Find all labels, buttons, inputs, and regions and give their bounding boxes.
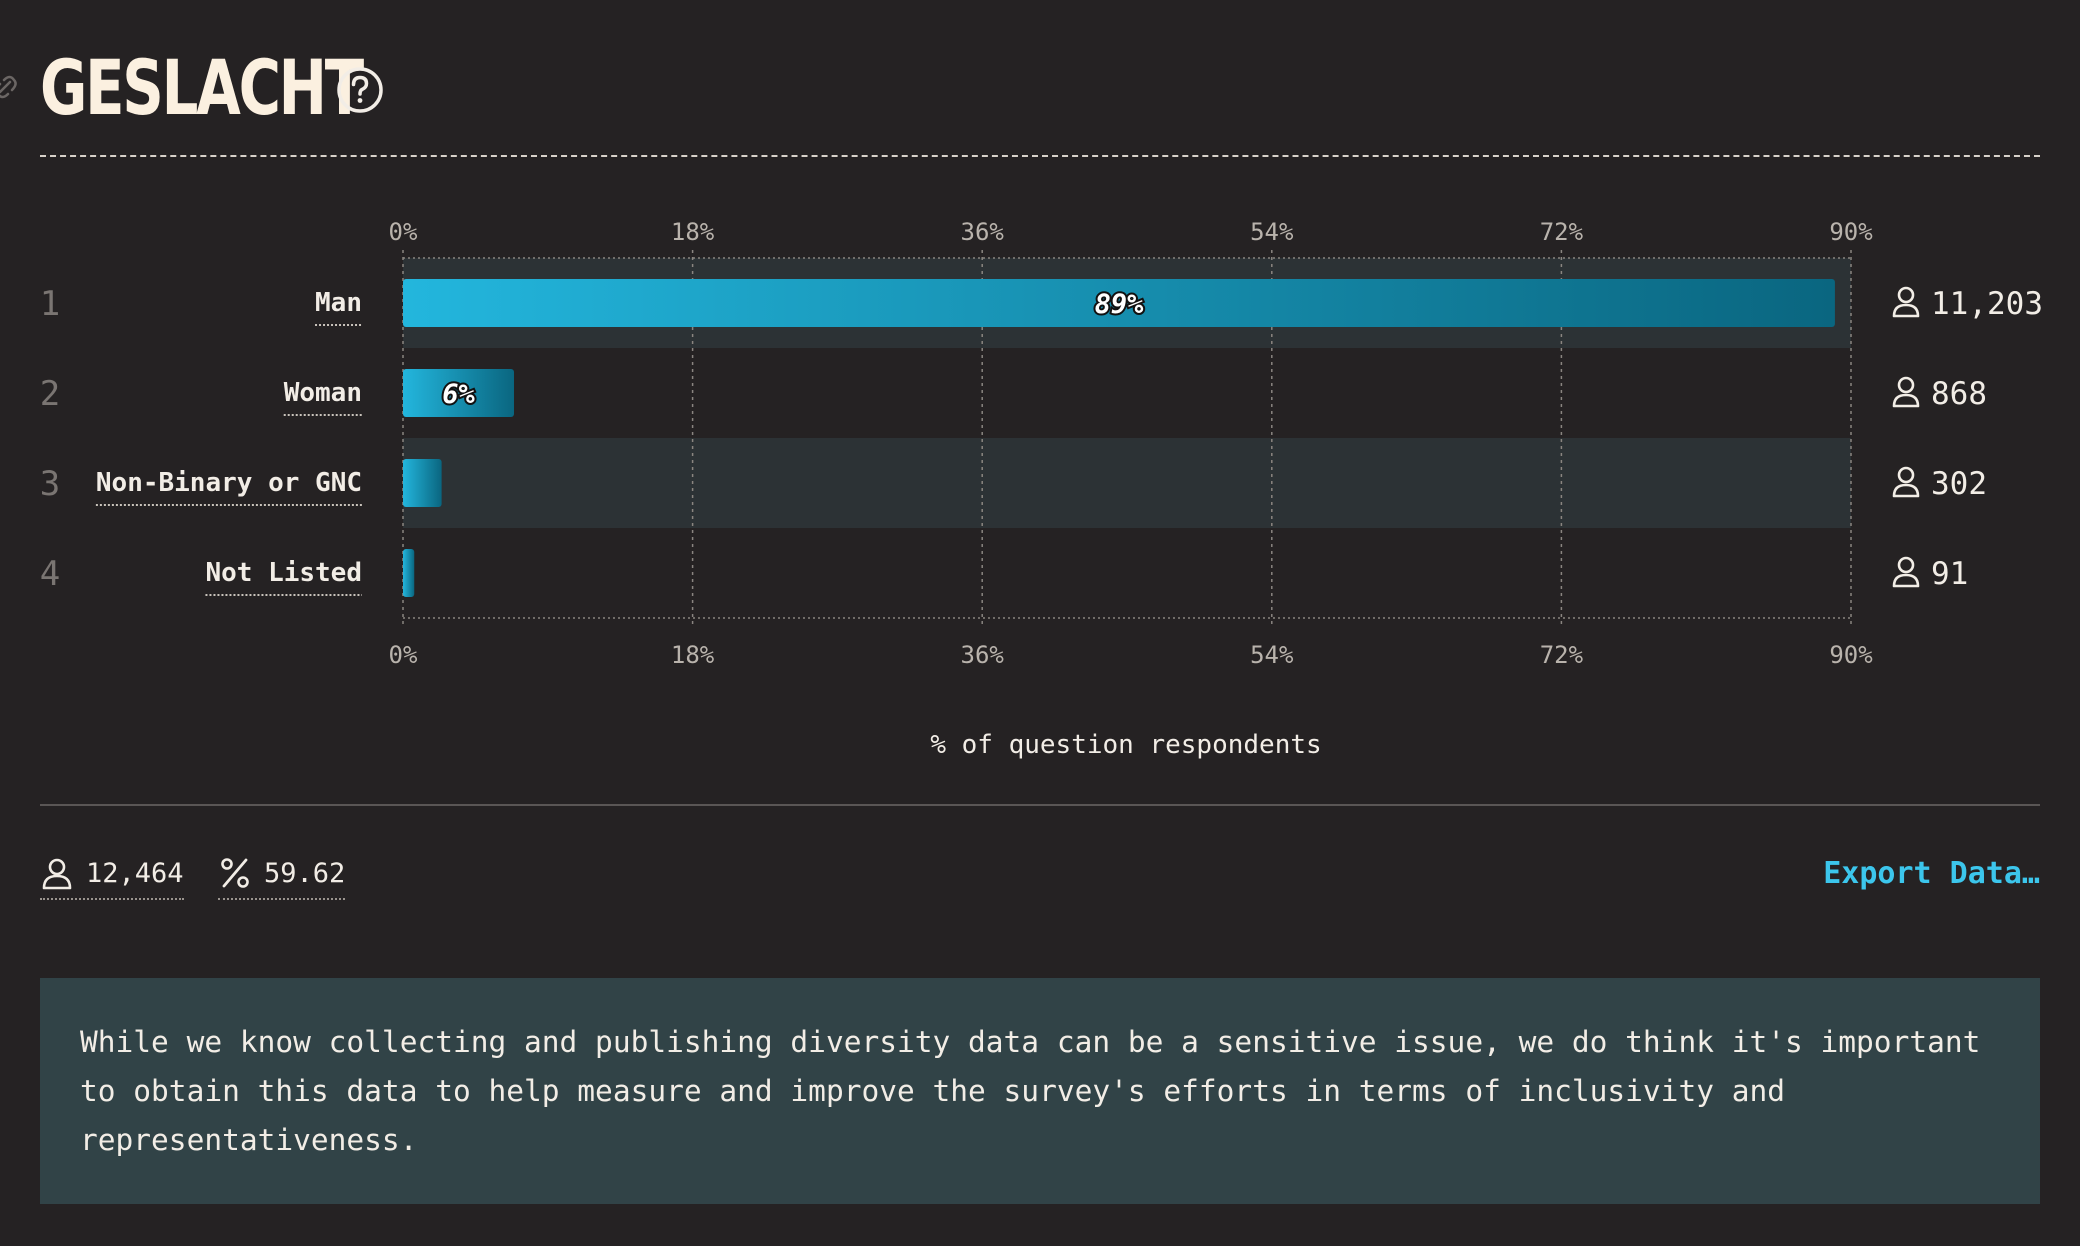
x-axis-label: % of question respondents	[930, 730, 1321, 760]
x-tick-label-top: 36%	[961, 218, 1005, 246]
respondent-count: 868	[1931, 376, 1987, 412]
x-tick-label-bottom: 90%	[1829, 641, 1873, 669]
category-label[interactable]: Man	[315, 288, 362, 318]
person-icon-body	[1892, 393, 1920, 408]
diversity-note: While we know collecting and publishing …	[40, 978, 2040, 1204]
x-tick-label-top: 18%	[671, 218, 715, 246]
bar[interactable]	[403, 459, 442, 507]
row-rank: 3	[40, 464, 60, 504]
row-rank: 1	[40, 284, 60, 324]
x-tick-label-bottom: 36%	[961, 641, 1005, 669]
title-divider	[40, 155, 2040, 157]
person-icon	[1897, 466, 1915, 484]
respondent-count: 11,203	[1931, 286, 2043, 322]
bar[interactable]	[403, 549, 415, 597]
gender-bar-chart: 89% 6% 0% 0% 18% 18% 36% 36% 54% 54% 72% 72% 90% 90%…	[40, 218, 2043, 760]
x-tick-label-top: 0%	[389, 218, 418, 246]
person-icon	[1897, 556, 1915, 574]
category-label[interactable]: Non-Binary or GNC	[96, 468, 362, 498]
row-rank: 4	[40, 554, 60, 594]
category-label[interactable]: Woman	[284, 378, 362, 408]
x-tick-label-top: 72%	[1540, 218, 1584, 246]
respondent-count: 302	[1931, 466, 1987, 502]
respondents-count: 12,464	[86, 857, 184, 889]
person-icon	[42, 858, 72, 890]
bar-value-label: 6%	[442, 379, 475, 410]
x-tick-label-top: 54%	[1250, 218, 1294, 246]
export-data-button[interactable]: Export Data…	[1823, 855, 2040, 891]
respondents-stat[interactable]: 12,464	[40, 852, 184, 900]
person-icon-body	[1892, 573, 1920, 588]
x-tick-label-bottom: 0%	[389, 641, 418, 669]
x-tick-label-bottom: 54%	[1250, 641, 1294, 669]
bar[interactable]	[403, 369, 515, 417]
percentage-stat[interactable]: 59.62	[218, 852, 346, 900]
person-icon-body	[1892, 483, 1920, 498]
respondent-count: 91	[1931, 556, 1968, 592]
bar[interactable]	[403, 279, 1835, 327]
person-icon	[1897, 376, 1915, 394]
category-label[interactable]: Not Listed	[205, 558, 362, 588]
bar-value-label: 89%	[1095, 289, 1145, 320]
link-icon[interactable]	[0, 72, 18, 102]
page-title: GESLACHT	[40, 43, 364, 132]
percent-icon	[221, 858, 249, 888]
x-tick-label-bottom: 72%	[1540, 641, 1584, 669]
x-tick-label-bottom: 18%	[671, 641, 715, 669]
row-band	[403, 438, 1851, 528]
person-icon-body	[1892, 303, 1920, 318]
help-circle-icon[interactable]	[335, 65, 385, 115]
percentage-value: 59.62	[264, 857, 346, 889]
row-rank: 2	[40, 374, 60, 414]
chart-footer-divider	[40, 804, 2040, 806]
x-tick-label-top: 90%	[1829, 218, 1873, 246]
person-icon	[1897, 286, 1915, 304]
